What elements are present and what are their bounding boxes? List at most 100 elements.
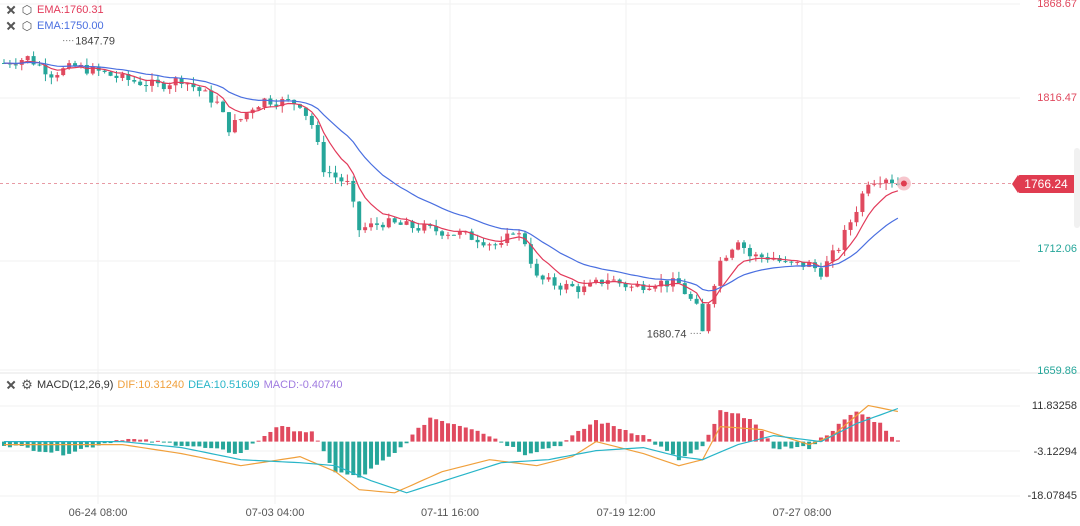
time-axis-label: 07-11 16:00	[421, 507, 479, 519]
macd-histogram-bar	[605, 422, 610, 442]
candle-body	[274, 104, 279, 107]
macd-histogram-bar	[765, 438, 770, 442]
close-icon[interactable]	[5, 20, 17, 32]
macd-histogram-bar	[161, 441, 166, 443]
macd-histogram-bar	[13, 441, 18, 446]
macd-histogram-bar	[807, 441, 812, 450]
candle-body	[73, 63, 78, 67]
candle-body	[90, 66, 95, 74]
candle-body	[848, 222, 853, 230]
macd-histogram-bar	[321, 441, 326, 452]
macd-histogram-bar	[463, 427, 468, 442]
candle-body	[854, 211, 859, 223]
macd-histogram-bar	[215, 441, 220, 449]
macd-histogram-bar	[61, 441, 66, 456]
macd-name-label: MACD(12,26,9)	[37, 379, 114, 391]
candle-body	[688, 294, 693, 299]
macd-histogram-bar	[114, 440, 119, 442]
candle-body	[807, 262, 812, 267]
gear-icon[interactable]: ⚙	[21, 377, 33, 392]
macd-histogram-bar	[67, 441, 72, 454]
candle-body	[866, 184, 871, 194]
macd-histogram-bar	[126, 438, 131, 442]
candle-body	[197, 87, 202, 91]
close-icon[interactable]	[5, 379, 17, 391]
settings-hex-icon[interactable]: ⬡	[21, 19, 33, 33]
candle-body	[298, 104, 302, 108]
candle-body	[416, 228, 421, 231]
candle-body	[327, 172, 332, 174]
macd-axis-label: 11.83258	[1032, 400, 1077, 412]
macd-histogram-bar	[564, 440, 569, 442]
candle-body	[801, 261, 806, 267]
dif-line	[4, 404, 899, 494]
candle-body	[878, 183, 883, 185]
macd-histogram-bar	[333, 441, 338, 473]
candle-body	[203, 90, 208, 92]
macd-histogram-bar	[386, 441, 391, 457]
macd-histogram-bar	[688, 441, 693, 454]
macd-histogram-bar	[783, 441, 788, 447]
macd-histogram-bar	[398, 441, 403, 448]
macd-histogram-bar	[884, 430, 889, 442]
macd-histogram-bar	[890, 436, 894, 442]
candle-body	[179, 78, 184, 84]
macd-histogram-bar	[570, 435, 575, 442]
macd-histogram-bar	[676, 441, 681, 461]
candle-body	[570, 283, 575, 287]
close-icon[interactable]	[5, 4, 17, 16]
candle-body	[333, 172, 338, 178]
macd-histogram-bar	[594, 420, 598, 442]
macd-histogram-bar	[499, 441, 504, 443]
macd-histogram-bar	[647, 439, 652, 442]
candle-body	[623, 283, 628, 288]
candle-body	[499, 242, 504, 245]
macd-histogram-bar	[546, 441, 551, 449]
ema-fast-label: EMA:1760.31	[37, 4, 104, 16]
candle-body	[339, 177, 344, 182]
candle-body	[872, 183, 877, 185]
candle-body	[842, 229, 847, 250]
macd-histogram-bar	[801, 441, 806, 447]
candle-body	[528, 244, 533, 264]
macd-histogram-bar	[653, 441, 658, 445]
macd-histogram-bar	[96, 441, 101, 446]
macd-histogram-bar	[505, 441, 510, 447]
candle-body	[818, 268, 823, 277]
candle-body	[665, 280, 670, 287]
candle-body	[747, 247, 752, 257]
macd-histogram-bar	[493, 438, 498, 442]
time-axis-label: 06-24 08:00	[69, 507, 128, 519]
candle-body	[641, 284, 646, 291]
macd-histogram-bar	[416, 427, 421, 442]
macd-histogram-bar	[108, 441, 113, 444]
macd-histogram-bar	[303, 432, 308, 442]
candle-body	[31, 56, 36, 65]
candle-body	[451, 234, 456, 236]
candle-body	[653, 286, 658, 289]
ema-fast-line	[3, 60, 899, 304]
candle-body	[753, 254, 758, 257]
ema-slow-legend: ⬡ EMA:1750.00	[5, 20, 104, 32]
candle-body	[730, 249, 735, 258]
macd-histogram-bar	[629, 433, 634, 442]
macd-histogram-bar	[49, 441, 54, 453]
candle-body	[398, 222, 403, 225]
dea-label: DEA:10.51609	[188, 379, 260, 391]
candle-body	[392, 218, 397, 223]
candle-body	[357, 201, 362, 231]
macd-histogram-bar	[682, 441, 687, 457]
candle-body	[434, 226, 439, 232]
macd-histogram-bar	[753, 424, 758, 442]
candle-body	[262, 98, 267, 108]
macd-histogram-bar	[238, 441, 243, 454]
current-price-tag: 1766.24	[1012, 175, 1074, 193]
macd-histogram-bar	[203, 441, 208, 448]
price-scale-handle[interactable]	[1074, 148, 1080, 228]
settings-hex-icon[interactable]: ⬡	[21, 3, 33, 17]
candle-body	[256, 107, 261, 110]
candle-body	[108, 71, 113, 76]
candle-body	[884, 179, 889, 184]
candle-body	[126, 74, 131, 81]
